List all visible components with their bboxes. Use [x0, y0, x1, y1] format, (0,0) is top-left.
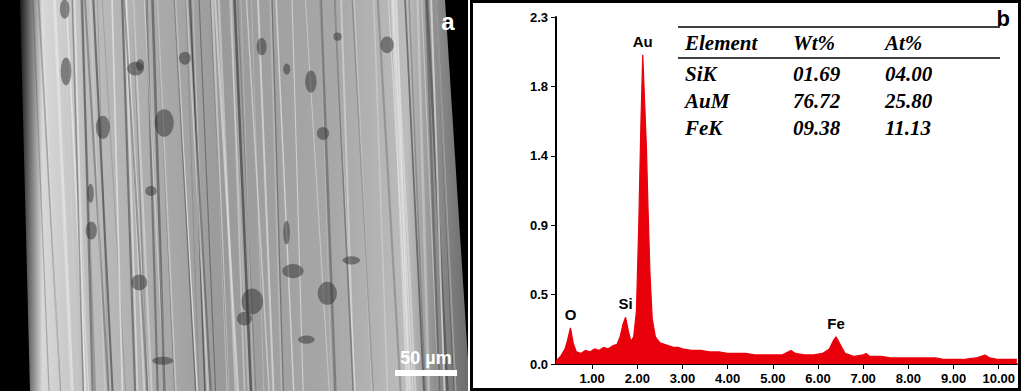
- svg-text:0.9: 0.9: [530, 218, 548, 233]
- svg-text:Au: Au: [633, 33, 653, 50]
- svg-text:8.00: 8.00: [896, 371, 921, 386]
- svg-text:FeK: FeK: [684, 116, 724, 140]
- svg-text:6.00: 6.00: [805, 371, 830, 386]
- svg-text:3.00: 3.00: [670, 371, 695, 386]
- svg-text:5.00: 5.00: [760, 371, 785, 386]
- svg-text:SiK: SiK: [685, 62, 719, 86]
- svg-text:0.5: 0.5: [530, 287, 548, 302]
- svg-text:9.00: 9.00: [941, 371, 966, 386]
- svg-text:4.00: 4.00: [715, 371, 740, 386]
- svg-text:O: O: [565, 306, 577, 323]
- svg-text:01.69: 01.69: [793, 62, 841, 86]
- svg-text:10.00: 10.00: [982, 371, 1015, 386]
- svg-text:1.8: 1.8: [530, 79, 548, 94]
- svg-text:76.72: 76.72: [793, 89, 841, 113]
- svg-text:At%: At%: [883, 31, 922, 55]
- svg-text:7.00: 7.00: [851, 371, 876, 386]
- svg-text:a: a: [441, 8, 455, 35]
- svg-text:2.00: 2.00: [625, 371, 650, 386]
- svg-text:1.00: 1.00: [579, 371, 604, 386]
- svg-text:AuM: AuM: [683, 89, 731, 113]
- svg-text:11.13: 11.13: [885, 116, 931, 140]
- svg-text:Element: Element: [684, 31, 758, 55]
- svg-text:0.0: 0.0: [530, 357, 548, 372]
- svg-text:09.38: 09.38: [793, 116, 841, 140]
- svg-text:2.3: 2.3: [530, 10, 548, 25]
- svg-text:b: b: [996, 5, 1010, 31]
- svg-text:50 µm: 50 µm: [400, 348, 451, 368]
- svg-text:04.00: 04.00: [885, 62, 933, 86]
- svg-text:Si: Si: [618, 295, 632, 312]
- svg-text:Fe: Fe: [827, 315, 845, 332]
- svg-text:1.4: 1.4: [530, 148, 549, 163]
- svg-text:Wt%: Wt%: [793, 31, 835, 55]
- svg-text:25.80: 25.80: [884, 89, 933, 113]
